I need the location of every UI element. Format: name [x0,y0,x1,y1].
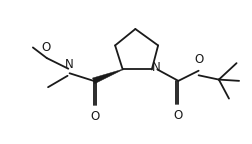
Text: N: N [65,58,73,71]
Text: O: O [41,40,50,54]
Text: O: O [194,53,203,66]
Text: O: O [173,109,182,122]
Polygon shape [92,69,122,84]
Text: N: N [151,61,160,74]
Text: O: O [90,110,99,123]
